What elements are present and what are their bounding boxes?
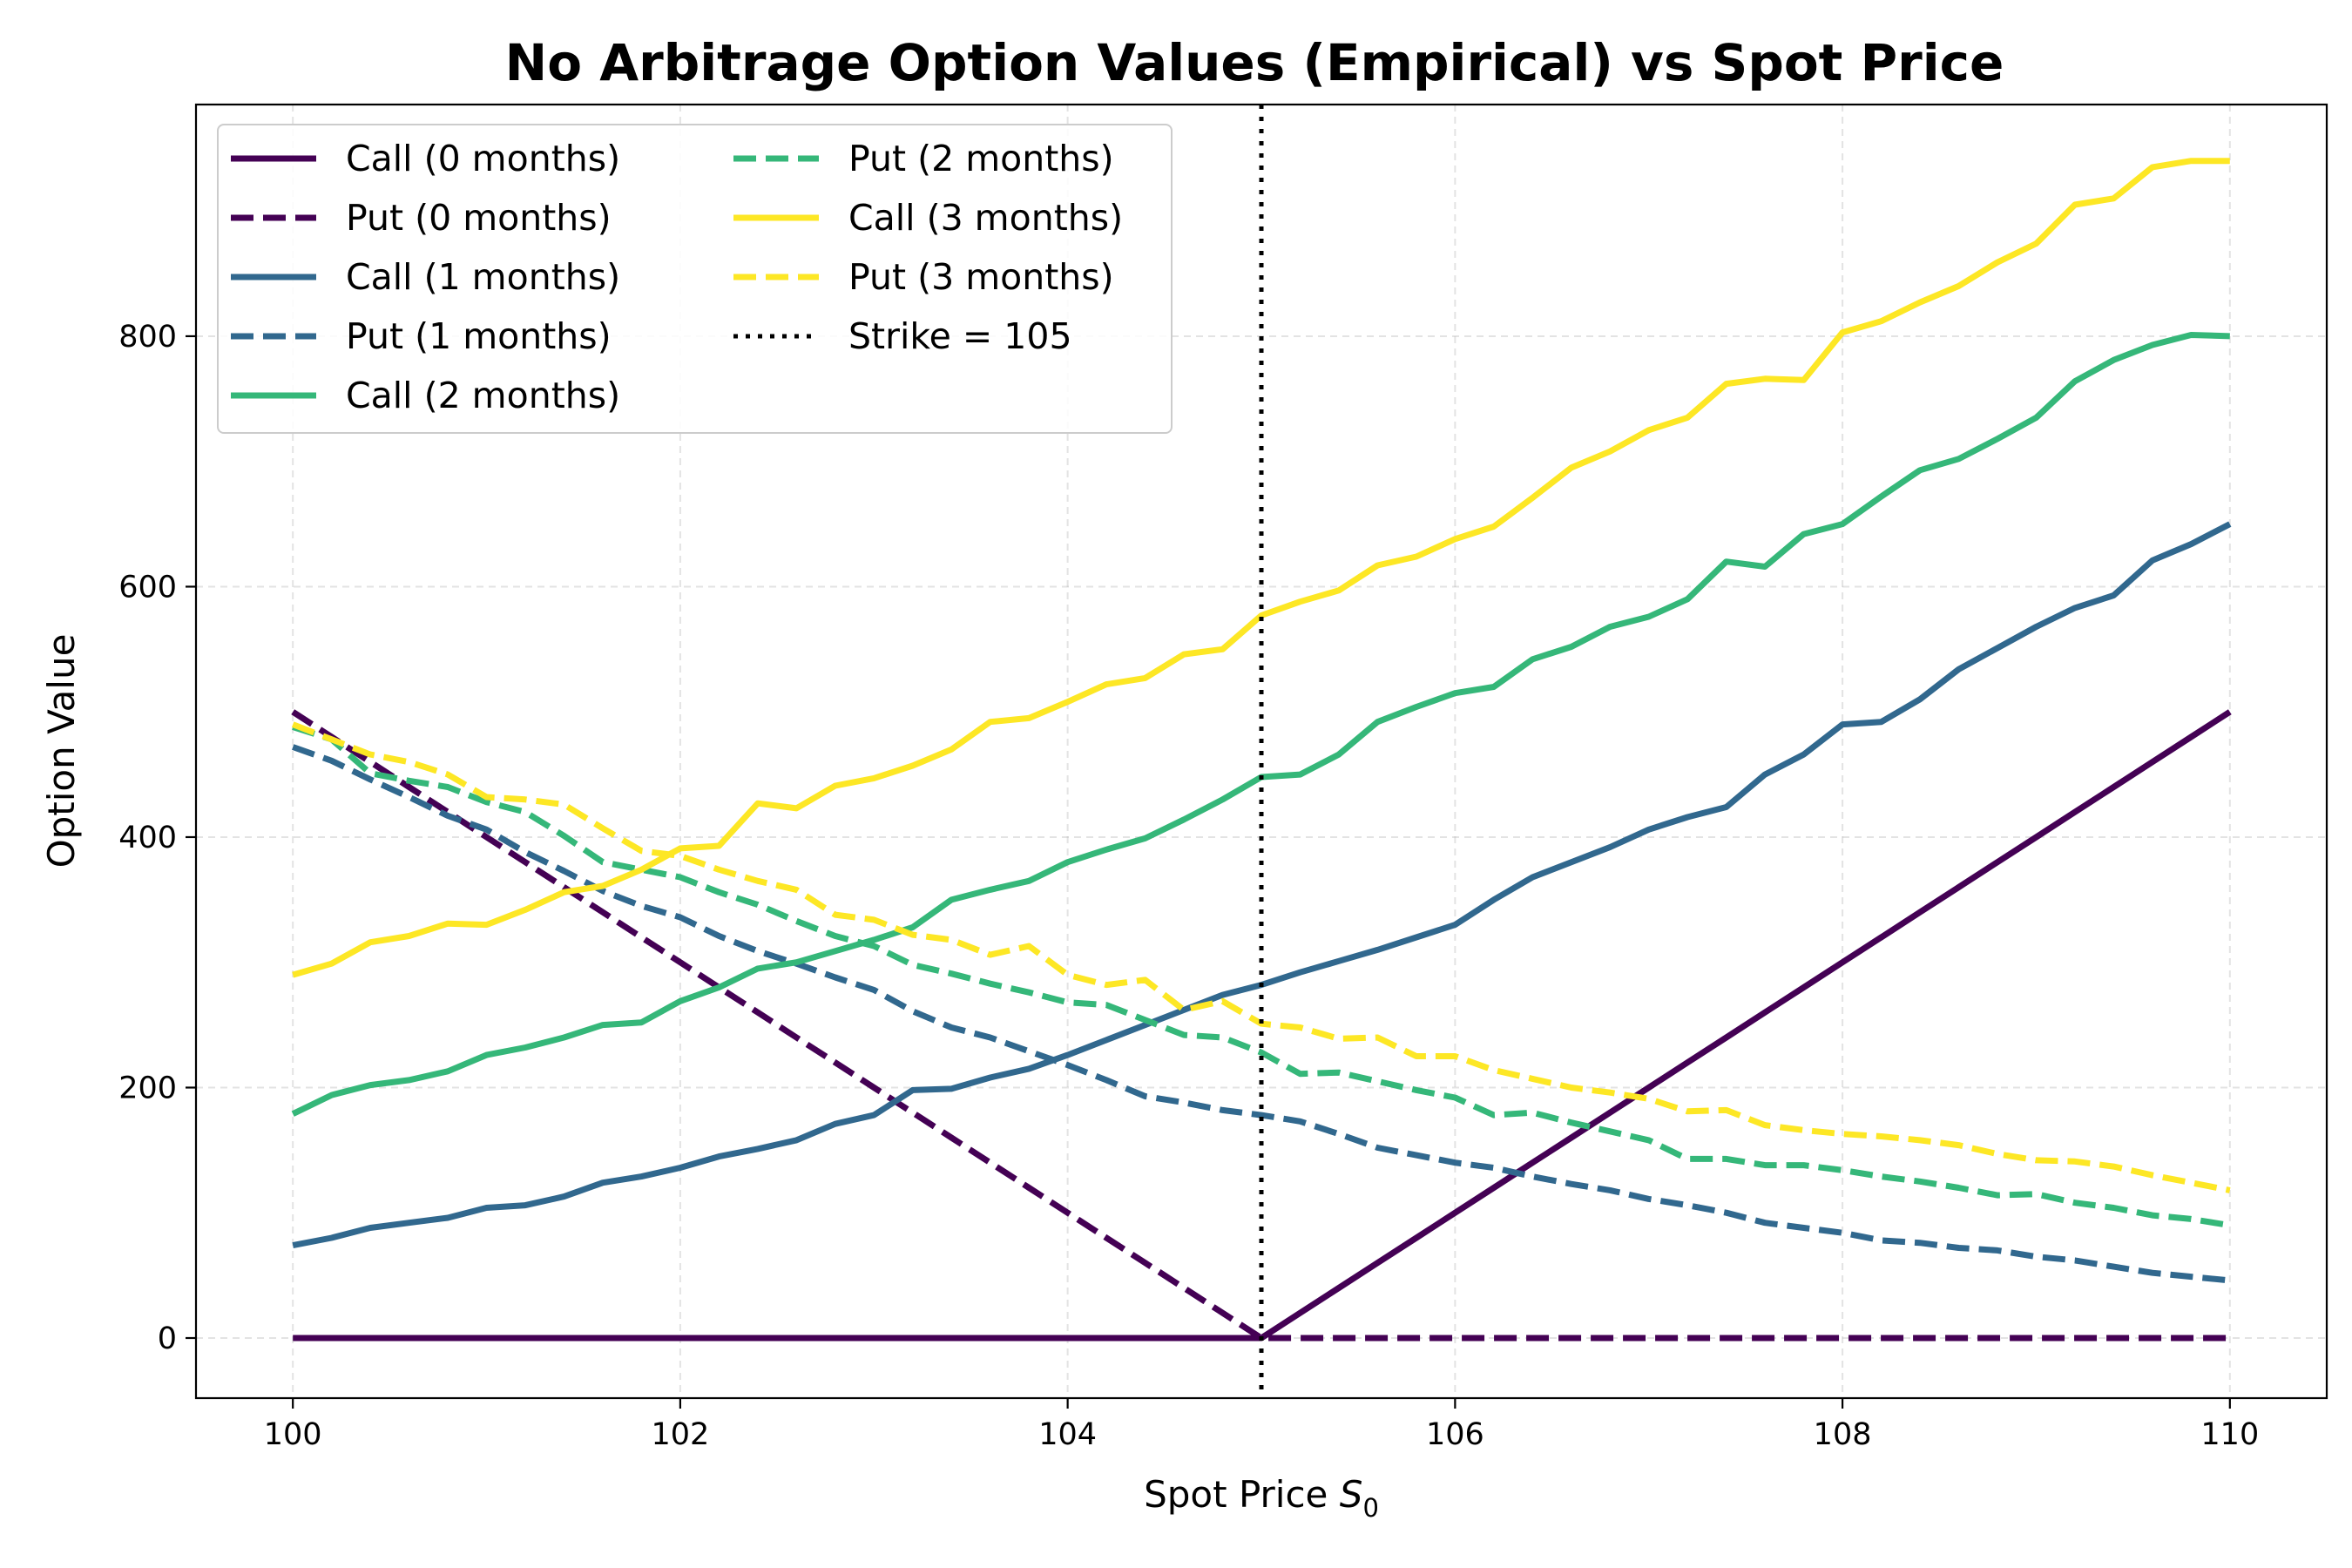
- y-tick-label: 600: [118, 570, 177, 605]
- x-axis-label-symbol: S: [1340, 1473, 1363, 1516]
- x-axis-ticks: 100 102 104 106 108 110: [264, 1398, 2259, 1452]
- legend-label: Call (1 months): [346, 256, 620, 298]
- series-line-7: [291, 721, 2231, 1193]
- legend-label: Put (2 months): [848, 138, 1114, 179]
- x-axis-label: Spot Price S0: [1144, 1473, 1379, 1523]
- x-tick-label: 100: [264, 1417, 322, 1452]
- chart-title: No Arbitrage Option Values (Empirical) v…: [505, 33, 2004, 92]
- y-tick-label: 400: [118, 821, 177, 855]
- legend-label: Put (3 months): [848, 256, 1114, 298]
- x-tick-label: 106: [1426, 1417, 1484, 1452]
- legend-label: Strike = 105: [848, 315, 1072, 357]
- series-line-5: [292, 724, 2231, 1229]
- x-axis-label-subscript: 0: [1362, 1493, 1378, 1523]
- legend-label: Call (2 months): [346, 375, 620, 416]
- legend-label: Put (0 months): [346, 197, 612, 239]
- legend: Call (0 months) Put (0 months) Call (1 mon…: [217, 124, 1173, 434]
- plot-frame: [194, 103, 2328, 1400]
- y-tick-label: 0: [158, 1321, 177, 1356]
- legend-label: Call (3 months): [848, 197, 1123, 239]
- y-axis-label: Option Value: [40, 634, 83, 868]
- y-axis-ticks: 0 200 400 600 800: [118, 320, 196, 1356]
- y-tick-label: 200: [118, 1071, 177, 1105]
- legend-label: Put (1 months): [346, 315, 612, 357]
- legend-box: [217, 124, 1173, 434]
- x-tick-label: 102: [652, 1417, 710, 1452]
- x-tick-label: 108: [1814, 1417, 1872, 1452]
- x-axis-label-text: Spot Price: [1144, 1473, 1328, 1516]
- y-tick-label: 800: [118, 320, 177, 355]
- x-tick-label: 104: [1038, 1417, 1097, 1452]
- legend-label: Call (0 months): [346, 138, 620, 179]
- series-line-3: [292, 744, 2231, 1284]
- series-line-6: [292, 158, 2230, 978]
- x-tick-label: 110: [2200, 1417, 2259, 1452]
